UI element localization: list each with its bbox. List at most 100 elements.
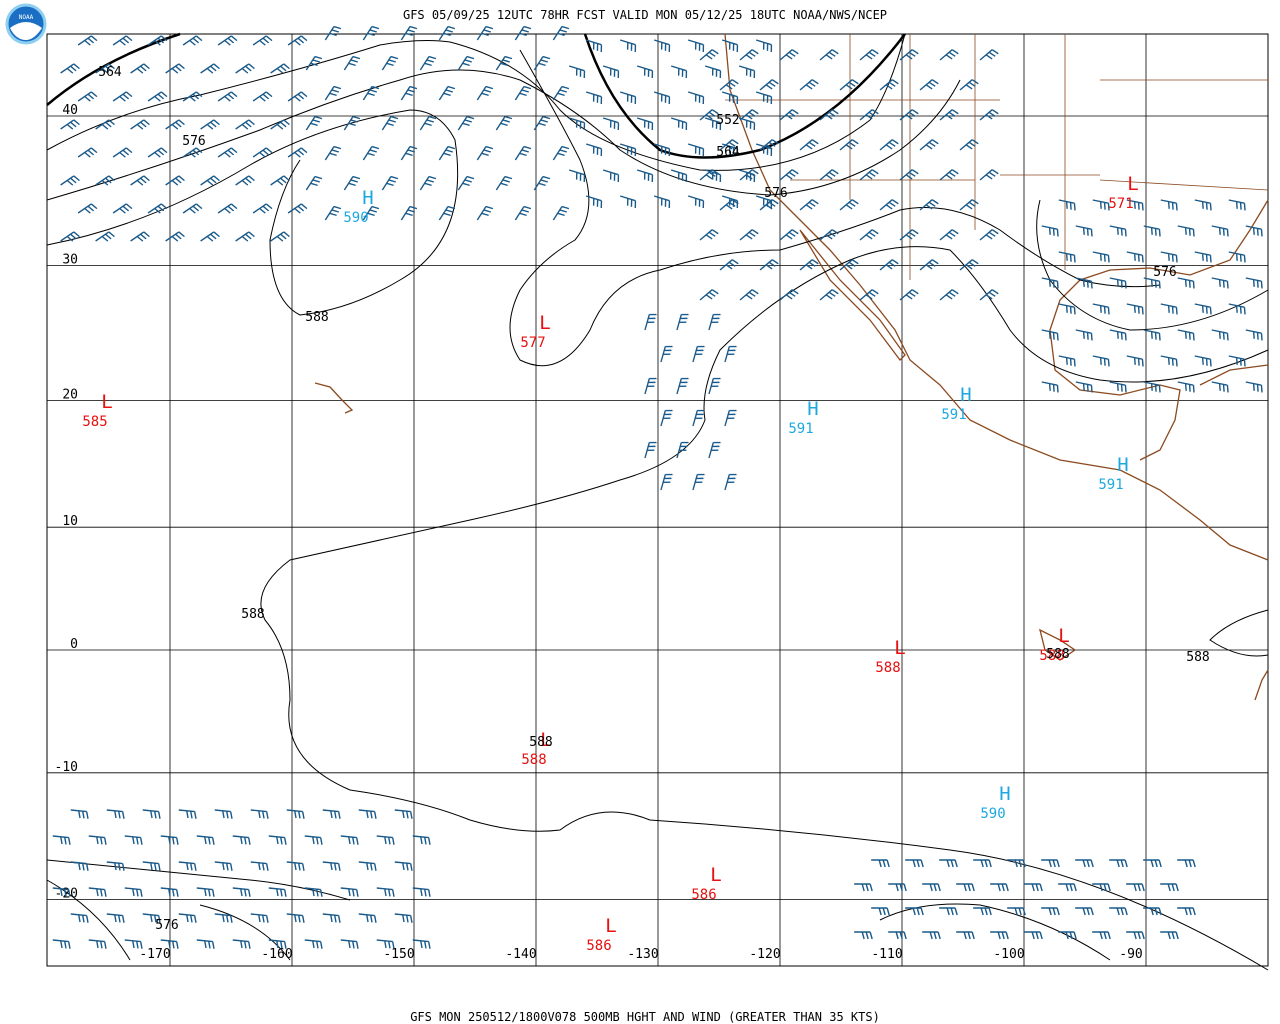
wind-barb [182, 91, 203, 102]
wind-barb [1092, 303, 1110, 315]
wind-barb [214, 861, 233, 871]
contour-label: 564 [716, 145, 740, 160]
wind-barb [585, 91, 603, 105]
wind-barb [1245, 329, 1263, 341]
wind-barb [533, 115, 551, 131]
wind-barb [799, 259, 819, 271]
wind-barb [1160, 251, 1178, 263]
wind-barb [959, 199, 979, 211]
wind-barb [340, 939, 359, 949]
wind-barb [252, 203, 273, 214]
wind-barb [106, 809, 125, 819]
wind-barb [381, 115, 399, 131]
wind-barb [699, 289, 719, 301]
wind-barb [106, 913, 125, 923]
wind-barb [476, 85, 494, 101]
wind-barb [217, 35, 238, 46]
wind-barb [95, 119, 115, 130]
wind-barb [438, 145, 456, 161]
wind-barb [52, 939, 71, 949]
wind-barb [660, 473, 673, 491]
wind-barb [704, 65, 722, 79]
wind-barb [252, 91, 273, 102]
wind-barb [70, 861, 89, 871]
wind-barb [304, 835, 323, 845]
wind-barb [250, 809, 269, 819]
wind-barb [438, 85, 456, 101]
wind-barb [905, 859, 924, 868]
wind-barb [959, 139, 979, 151]
wind-barb [721, 91, 739, 105]
wind-barb [130, 119, 150, 130]
wind-barb [724, 345, 737, 363]
wind-barb [738, 169, 756, 183]
wind-barb [419, 175, 437, 191]
wind-barb [839, 259, 859, 271]
wind-barb [704, 117, 722, 131]
wind-barb [1041, 907, 1060, 916]
wind-barb [376, 939, 395, 949]
center-value: 586 [586, 938, 611, 954]
wind-barb [1075, 859, 1094, 868]
wind-barb [602, 65, 620, 79]
wind-barb [719, 139, 739, 151]
wind-barb [1041, 329, 1059, 341]
wind-barb [755, 39, 773, 53]
wind-barb [476, 145, 494, 161]
wind-barb [979, 289, 999, 301]
latitude-label: 20 [62, 388, 78, 403]
wind-barb [552, 25, 570, 41]
height-contours [46, 33, 1269, 971]
wind-barb [286, 809, 305, 819]
wind-barb [919, 79, 939, 91]
wind-barb [124, 887, 143, 897]
wind-barb [839, 139, 859, 151]
wind-barb [738, 65, 756, 79]
wind-barb [1228, 355, 1246, 367]
wind-barb [178, 809, 197, 819]
wind-barb [692, 409, 705, 427]
wind-barb [1092, 355, 1110, 367]
wind-barb [1041, 859, 1060, 868]
wind-barb [839, 199, 859, 211]
wind-barb [755, 91, 773, 105]
wind-barb [676, 313, 689, 331]
wind-barb [799, 199, 819, 211]
wind-barb [412, 887, 431, 897]
longitude-label: -100 [993, 947, 1024, 962]
wind-barb [286, 861, 305, 871]
wind-barb [60, 231, 80, 242]
latitude-label: 30 [62, 252, 78, 267]
wind-barb [232, 835, 251, 845]
wind-barb [77, 35, 98, 46]
wind-barb [270, 231, 290, 242]
wind-barb [959, 259, 979, 271]
wind-barb [692, 345, 705, 363]
wind-barb [1041, 277, 1059, 289]
wind-barb [879, 79, 899, 91]
wind-barb [854, 931, 873, 940]
wind-barb [165, 175, 185, 186]
wind-barb [636, 65, 654, 79]
wind-barb [973, 907, 992, 916]
wind-barb [602, 117, 620, 131]
wind-barb [1143, 329, 1161, 341]
wind-barb [419, 55, 437, 71]
wind-barb [1143, 225, 1161, 237]
wind-barb [819, 169, 839, 181]
wind-barb [217, 147, 238, 158]
wind-barb [670, 65, 688, 79]
wind-barb [1007, 907, 1026, 916]
wind-barb [60, 175, 80, 186]
wind-barb [819, 49, 839, 61]
wind-barb [77, 91, 98, 102]
wind-barb [919, 139, 939, 151]
wind-barb [644, 441, 657, 459]
wind-barb [60, 63, 80, 74]
wind-barb [324, 145, 342, 161]
wind-barb [1075, 329, 1093, 341]
wind-barb [653, 143, 671, 157]
wind-barb [899, 109, 919, 121]
wind-barb [585, 39, 603, 53]
wind-barb [1177, 225, 1195, 237]
